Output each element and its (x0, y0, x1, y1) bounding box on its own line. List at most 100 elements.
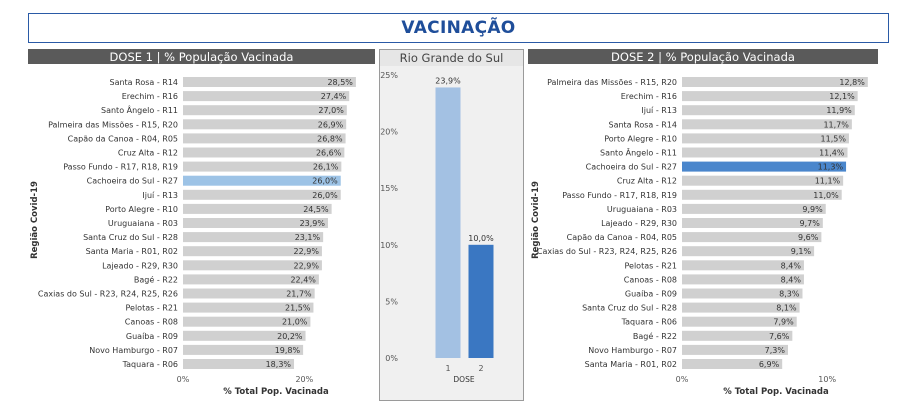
dose1-value-label: 20,2% (277, 332, 303, 341)
dose2-value-label: 9,7% (800, 219, 821, 228)
dose1-value-label: 22,9% (294, 247, 320, 256)
dose1-chart[interactable]: Santa Rosa - R14 28,5% Erechim - R16 27,4% S… (28, 66, 375, 401)
dose2-bar (682, 232, 822, 243)
dose2-bar (682, 344, 788, 355)
dose2-bar (682, 246, 815, 257)
dose1-value-label: 26,0% (312, 177, 338, 186)
dose1-bar (183, 232, 324, 243)
dose1-value-label: 18,3% (266, 360, 292, 369)
dose1-category-label: Porto Alegre - R10 (105, 205, 178, 214)
dose2-category-label: Porto Alegre - R10 (604, 134, 677, 143)
dose1-category-label: Pelotas - R21 (126, 304, 179, 313)
dose1-value-label: 21,0% (282, 318, 308, 327)
dose1-bar (183, 105, 347, 116)
dose2-bar (682, 161, 847, 172)
dose1-category-label: Guaíba - R09 (126, 332, 178, 341)
dose2-y-axis-title: Região Covid-19 (531, 181, 541, 259)
dose1-x-tick: 0% (177, 375, 190, 384)
dose1-category-label: Santa Rosa - R14 (109, 78, 178, 87)
dose1-bar (183, 218, 328, 228)
dose1-category-label: Erechim - R16 (122, 92, 178, 101)
dose1-value-label: 26,8% (317, 134, 343, 143)
rs-y-tick: 15% (380, 184, 398, 193)
dose1-bar (183, 302, 314, 313)
dose2-value-label: 11,7% (823, 120, 849, 129)
rs-x-tick: 2 (478, 364, 483, 373)
rs-chart[interactable]: 0% 5% 10% 15% 20% 25% 23,9% 1 10,0% 2 DOSE (380, 66, 523, 400)
dose2-chart[interactable]: Palmeira das Missões - R15, R20 12,8% Erec… (528, 66, 878, 401)
rs-y-tick: 10% (380, 241, 398, 250)
rs-bar (468, 244, 494, 358)
dose1-category-label: Caxias do Sul - R23, R24, R25, R26 (38, 290, 178, 299)
dose2-value-label: 11,4% (819, 149, 845, 158)
dose2-category-label: Caxias do Sul - R23, R24, R25, R26 (537, 247, 677, 256)
dose1-bar (183, 119, 347, 130)
dose2-value-label: 11,5% (821, 134, 847, 143)
dose2-category-label: Santa Maria - R01, R02 (585, 360, 677, 369)
dose1-category-label: Cachoeira do Sul - R27 (87, 177, 178, 186)
dose1-x-axis-title: % Total Pop. Vacinada (223, 387, 329, 397)
dose1-value-label: 24,5% (303, 205, 329, 214)
dose1-category-label: Palmeira das Missões - R15, R20 (48, 120, 178, 129)
dose1-value-label: 22,4% (290, 275, 316, 284)
dose1-y-axis-title: Região Covid-19 (30, 181, 40, 259)
dose1-bar (183, 330, 306, 341)
dose2-bar (682, 175, 844, 186)
dose2-value-label: 6,9% (759, 360, 780, 369)
dose2-value-label: 8,3% (779, 290, 800, 299)
dose2-category-label: Santa Cruz do Sul - R28 (582, 304, 677, 313)
dose2-header: DOSE 2 | % População Vacinada (528, 49, 878, 64)
dose2-category-label: Cachoeira do Sul - R27 (586, 163, 677, 172)
dose2-value-label: 8,1% (776, 304, 797, 313)
dose1-value-label: 22,9% (294, 261, 320, 270)
dose1-category-label: Santo Ângelo - R11 (101, 104, 178, 115)
dose1-bar (183, 274, 319, 285)
dose2-value-label: 11,3% (818, 163, 844, 172)
dose2-category-label: Canoas - R08 (624, 275, 677, 284)
dose2-value-label: 7,9% (773, 318, 794, 327)
dose2-bar (682, 316, 797, 327)
dose1-value-label: 28,5% (327, 78, 353, 87)
dose2-value-label: 7,6% (769, 332, 790, 341)
dose2-x-axis-title: % Total Pop. Vacinada (723, 387, 829, 397)
dose1-bar (183, 189, 341, 200)
dose2-value-label: 9,1% (791, 247, 812, 256)
dose1-value-label: 27,4% (321, 92, 347, 101)
dose1-value-label: 26,0% (312, 191, 338, 200)
dose1-bar (183, 147, 345, 158)
dose1-category-label: Ijuí - R13 (142, 191, 178, 200)
dose2-category-label: Santa Rosa - R14 (608, 120, 677, 129)
dose1-bar (183, 175, 341, 186)
dose1-bar (183, 77, 356, 87)
rs-y-tick: 0% (385, 354, 398, 363)
dose2-bar (682, 133, 849, 144)
dose1-value-label: 26,6% (316, 149, 342, 158)
dose1-category-label: Capão da Canoa - R04, R05 (68, 134, 178, 143)
dose2-value-label: 12,1% (829, 92, 855, 101)
dose2-value-label: 7,3% (765, 346, 786, 355)
rs-x-tick: 1 (445, 364, 450, 373)
dose2-category-label: Novo Hamburgo - R07 (588, 346, 677, 355)
dose2-category-label: Bagé - R22 (633, 331, 677, 341)
dose2-category-label: Pelotas - R21 (625, 261, 678, 270)
dose2-bar (682, 274, 804, 285)
dose2-bar (682, 330, 793, 341)
dose1-category-label: Canoas - R08 (125, 318, 178, 327)
dose1-category-label: Taquara - R06 (122, 360, 178, 369)
dose1-category-label: Passo Fundo - R17, R18, R19 (63, 163, 178, 172)
dose2-category-label: Taquara - R06 (621, 318, 677, 327)
rs-value-label: 23,9% (435, 76, 461, 85)
dose2-value-label: 11,9% (826, 106, 852, 115)
dose2-category-label: Palmeira das Missões - R15, R20 (547, 78, 677, 87)
dose1-bar (183, 316, 311, 327)
rs-y-tick: 5% (385, 297, 398, 306)
page-title-box: VACINAÇÃO (28, 13, 889, 43)
dose1-bar (183, 91, 350, 102)
dose1-bar (183, 288, 315, 299)
dose1-bar (183, 344, 304, 355)
dose2-category-label: Erechim - R16 (621, 92, 677, 101)
rs-panel: Rio Grande do Sul 0% 5% 10% 15% 20% 25% 23,9% 1… (379, 49, 524, 401)
dose2-value-label: 9,9% (802, 205, 823, 214)
rs-bar (435, 87, 461, 358)
dose2-category-label: Uruguaiana - R03 (607, 205, 677, 214)
